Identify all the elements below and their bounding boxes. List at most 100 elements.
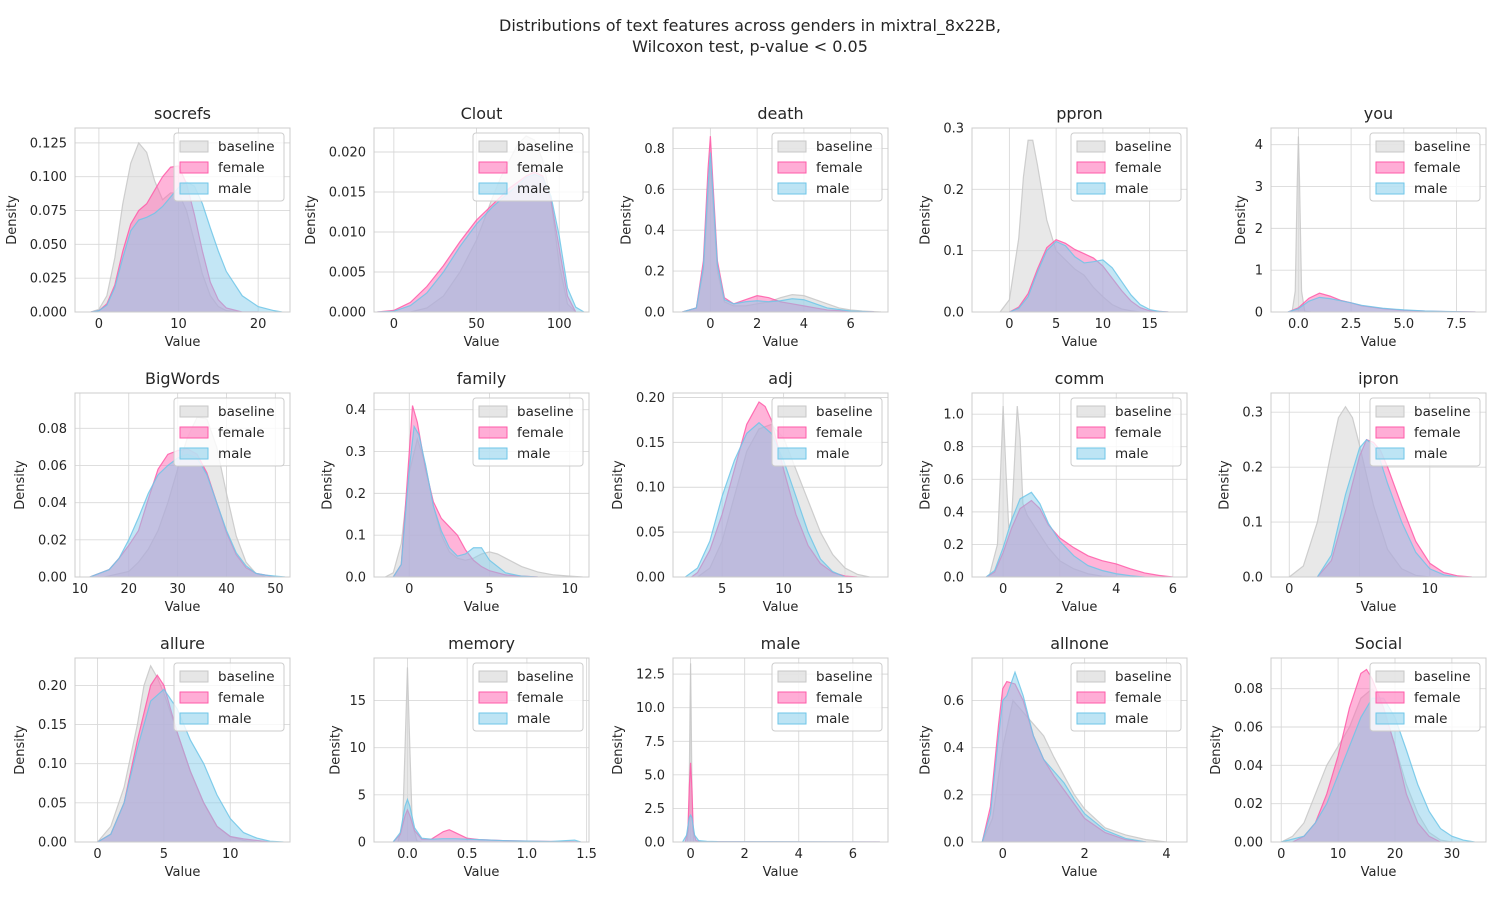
legend-label-male: male [1115, 711, 1148, 727]
x-tick-label: 0.0 [1288, 317, 1309, 332]
x-tick-label: 0 [686, 847, 694, 862]
density-areas [392, 667, 581, 842]
density-area-male [986, 492, 1145, 577]
x-axis-label: Value [763, 865, 799, 880]
legend-label-female: female [1115, 425, 1162, 441]
density-area-male [97, 689, 284, 842]
y-tick-label: 0.2 [644, 265, 665, 280]
y-tick-label: 0.0 [943, 836, 964, 851]
subplot-male: 0 2 4 6 0.0 2.5 5.0 7.5 10.0 12.5 male Value Density… [611, 634, 889, 880]
legend-swatch-baseline [1076, 405, 1106, 418]
y-tick-label: 0.0 [345, 571, 366, 586]
y-tick-label: 0.2 [943, 183, 964, 198]
y-tick-label: 0.05 [38, 796, 67, 811]
legend-label-baseline: baseline [517, 669, 574, 685]
legend-label-baseline: baseline [1414, 139, 1471, 155]
subplot-title: you [1364, 104, 1393, 123]
density-area-male [1009, 241, 1169, 312]
y-axis-label: Density [611, 725, 626, 775]
axes-frame [74, 392, 291, 578]
legend-label-male: male [1414, 446, 1447, 462]
axes-frame [672, 657, 889, 843]
y-tick-label: 0.025 [30, 272, 67, 287]
legend-swatch-baseline [1076, 670, 1106, 683]
y-tick-label: 0.100 [30, 170, 67, 185]
density-areas [999, 139, 1169, 312]
subplot-BigWords: 10 20 30 40 50 0.00 0.02 0.04 0.06 0.08 BigWords Va… [13, 369, 291, 615]
y-tick-label: 0.015 [329, 186, 366, 201]
density-area-male [393, 799, 581, 842]
x-tick-label: 0 [95, 317, 103, 332]
x-tick-label: 0 [93, 847, 101, 862]
legend-swatch-male [1375, 182, 1405, 195]
density-area-male [377, 174, 585, 312]
legend: baseline female male [1070, 397, 1182, 467]
y-tick-label: 0.00 [38, 836, 67, 851]
legend-swatch-male [777, 182, 807, 195]
y-tick-label: 0.4 [943, 505, 964, 520]
y-tick-label: 0.6 [644, 183, 665, 198]
x-tick-label: 50 [468, 317, 485, 332]
legend-swatch-male [777, 447, 807, 460]
x-axis-label: Value [1361, 600, 1397, 615]
x-tick-label: 20 [250, 317, 267, 332]
x-tick-label: 30 [1444, 847, 1461, 862]
legend-swatch-baseline [777, 670, 807, 683]
legend-label-baseline: baseline [816, 404, 873, 420]
legend-swatch-female [1076, 426, 1106, 439]
y-tick-label: 0.2 [1242, 461, 1263, 476]
y-tick-label: 0.005 [329, 266, 366, 281]
legend-swatch-male [179, 712, 209, 725]
y-tick-label: 0.1 [943, 244, 964, 259]
x-tick-label: 7.5 [1446, 317, 1467, 332]
y-tick-label: 0.8 [644, 142, 665, 157]
y-tick-label: 10 [349, 741, 366, 756]
y-tick-label: 0.2 [943, 538, 964, 553]
density-areas [384, 405, 583, 577]
x-tick-label: 0.0 [397, 847, 418, 862]
legend-label-female: female [816, 690, 863, 706]
legend: baseline female male [472, 397, 584, 467]
legend-swatch-baseline [179, 140, 209, 153]
y-axis-label: Density [304, 195, 319, 245]
y-tick-label: 0.4 [943, 741, 964, 756]
x-tick-label: 6 [849, 847, 857, 862]
y-axis-label: Density [918, 725, 933, 775]
y-axis-label: Density [918, 460, 933, 510]
x-axis-label: Value [464, 600, 500, 615]
figure-title-line-2: Wilcoxon test, p-value < 0.05 [632, 37, 868, 56]
subplot-title: ppron [1056, 104, 1102, 123]
legend-swatch-baseline [1375, 405, 1405, 418]
legend-label-baseline: baseline [218, 139, 275, 155]
legend-swatch-male [777, 712, 807, 725]
legend-swatch-female [777, 161, 807, 174]
legend: baseline female male [1369, 662, 1481, 732]
axes-frame [373, 657, 590, 843]
legend-label-baseline: baseline [1115, 669, 1172, 685]
subplot-Clout: 0 50 100 0.000 0.005 0.010 0.015 0.020 Clout Valu… [304, 104, 590, 350]
y-tick-label: 0.20 [636, 391, 665, 406]
x-tick-label: 2 [753, 317, 761, 332]
legend-swatch-baseline [478, 670, 508, 683]
legend-swatch-baseline [478, 140, 508, 153]
y-axis-label: Density [1209, 725, 1224, 775]
legend-swatch-baseline [478, 405, 508, 418]
legend-swatch-baseline [1375, 670, 1405, 683]
density-line-male [1009, 240, 1169, 312]
legend: baseline female male [173, 132, 285, 202]
density-area-male [90, 182, 283, 312]
x-tick-label: 10 [1422, 582, 1439, 597]
axes-frame [373, 392, 590, 578]
legend-label-baseline: baseline [517, 404, 574, 420]
x-axis-label: Value [763, 600, 799, 615]
legend-label-male: male [1414, 711, 1447, 727]
legend-label-male: male [816, 181, 849, 197]
subplot-title: BigWords [145, 369, 220, 388]
y-tick-label: 15 [349, 694, 366, 709]
axes-frame [672, 392, 889, 578]
subplot-socrefs: 0 10 20 0.000 0.025 0.050 0.075 0.100 0.125 socre… [5, 104, 291, 350]
subplot-memory: 0.0 0.5 1.0 1.5 0 5 10 15 memory Value Density base… [329, 634, 597, 880]
x-tick-label: 0 [999, 847, 1007, 862]
y-tick-label: 0.0 [644, 306, 665, 321]
x-tick-label: 100 [547, 317, 572, 332]
